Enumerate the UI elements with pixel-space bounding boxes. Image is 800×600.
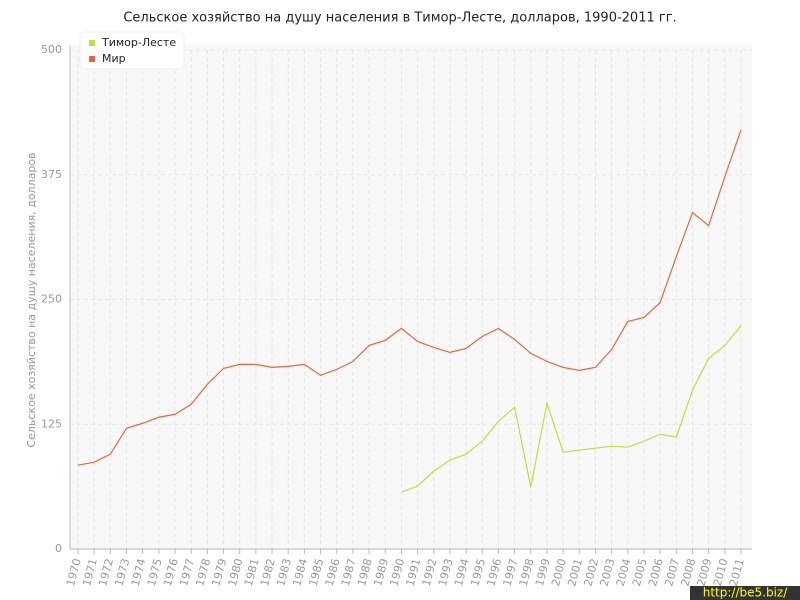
- legend-swatch: [89, 40, 95, 46]
- y-tick-label: 250: [41, 293, 62, 306]
- y-tick-label: 0: [55, 542, 62, 555]
- y-tick-label: 375: [41, 168, 62, 181]
- series-line: [77, 129, 742, 466]
- y-axis-label: Сельское хозяйство на душу населения, до…: [25, 152, 38, 447]
- y-tick-label: 125: [41, 417, 62, 430]
- watermark: http://be5.biz/: [703, 586, 788, 600]
- legend-label: Тимор-Лесте: [101, 36, 176, 49]
- y-tick-label: 500: [41, 43, 62, 56]
- watermark-background: [690, 586, 800, 600]
- plot-background: [70, 45, 752, 550]
- legend-box: [79, 31, 185, 70]
- series-line: [401, 325, 742, 493]
- chart-title: Сельское хозяйство на душу населения в Т…: [123, 11, 676, 26]
- legend-swatch: [89, 56, 95, 62]
- legend-label: Мир: [102, 52, 126, 65]
